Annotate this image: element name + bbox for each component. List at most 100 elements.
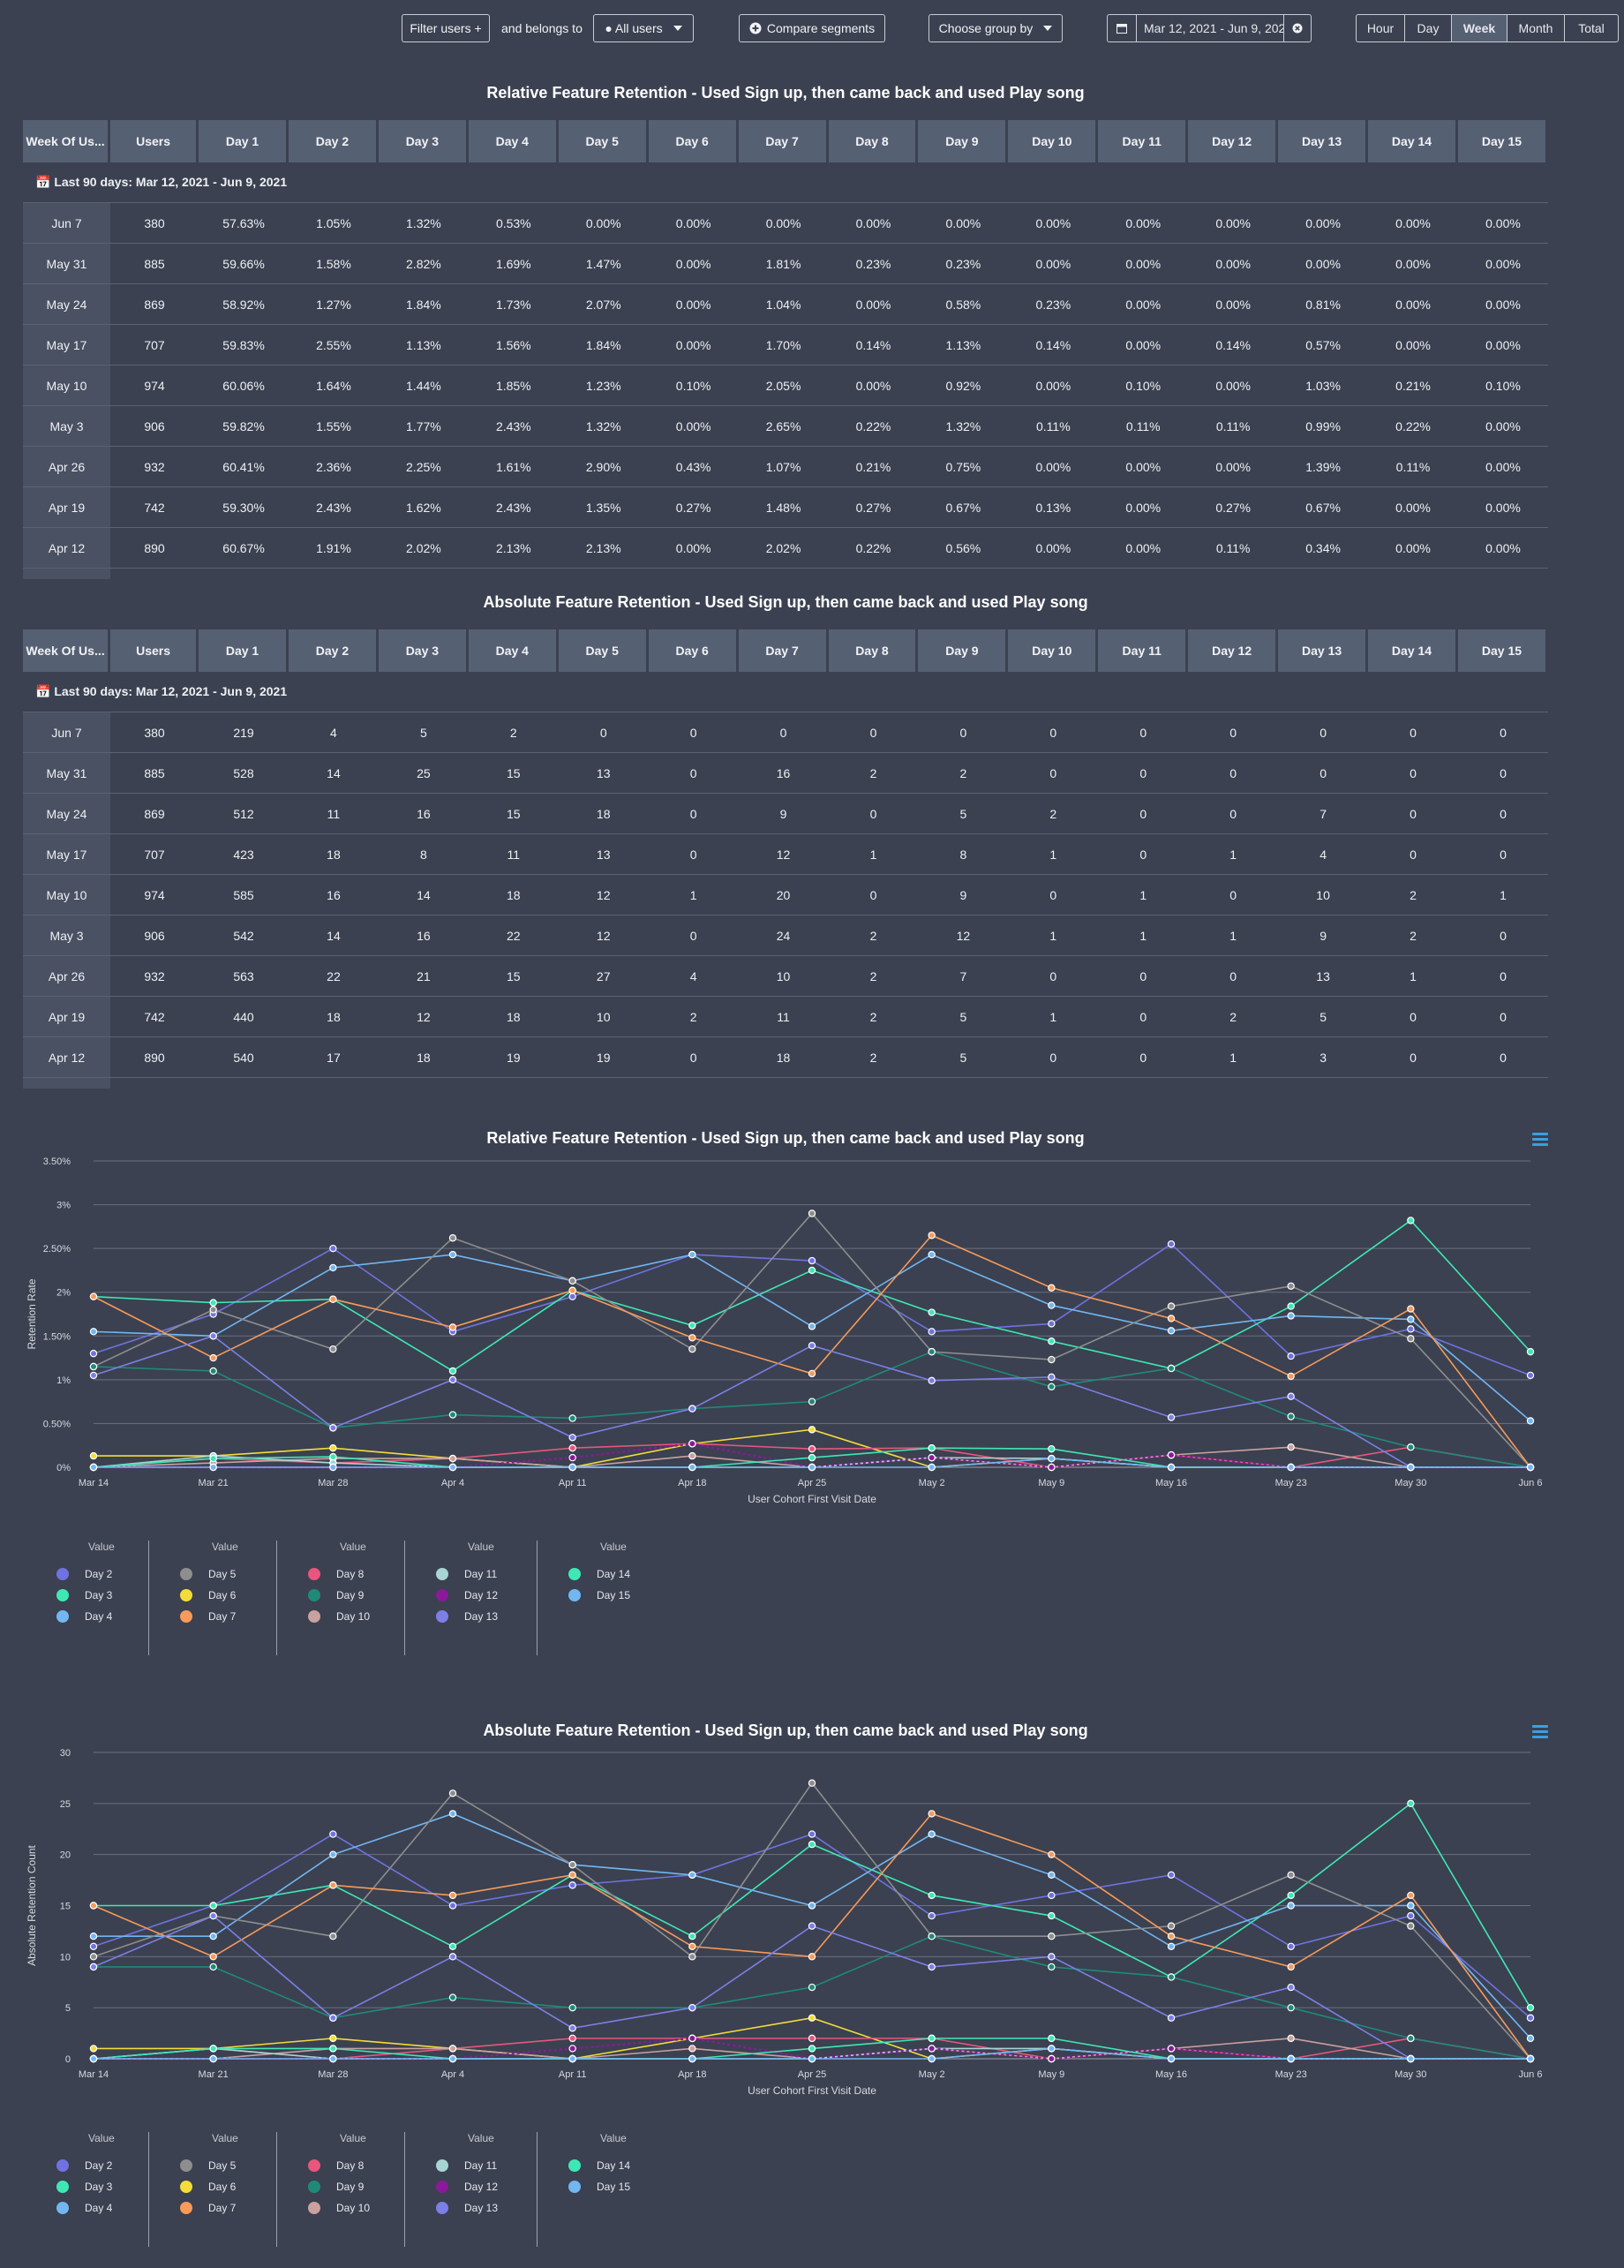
data-point[interactable] [329,1932,337,1940]
data-point[interactable] [808,2045,816,2053]
column-header[interactable]: Week Of Us... [23,629,111,672]
data-point[interactable] [1287,1463,1295,1472]
data-point[interactable] [448,1323,457,1331]
data-point[interactable] [1407,1315,1415,1323]
column-header[interactable]: Day 9 [918,120,1009,162]
data-point[interactable] [1167,1364,1176,1373]
legend-item[interactable]: Day 7 [180,2201,236,2215]
data-point[interactable] [688,1345,696,1353]
data-point[interactable] [209,1953,217,1961]
data-point[interactable] [568,1277,576,1285]
data-point[interactable] [1407,1902,1415,1910]
data-point[interactable] [808,1453,816,1462]
data-point[interactable] [448,1891,457,1900]
data-point[interactable] [209,1367,217,1375]
data-point[interactable] [1287,1871,1295,1879]
legend-item[interactable]: Day 3 [56,2180,112,2194]
period-week-button[interactable]: Week [1452,15,1507,41]
legend-item[interactable]: Day 10 [308,2201,370,2215]
data-point[interactable] [1048,1373,1056,1382]
data-point[interactable] [448,1250,457,1259]
data-point[interactable] [209,1902,217,1910]
data-point[interactable] [1526,2003,1535,2012]
data-point[interactable] [209,1332,217,1340]
data-point[interactable] [1287,1282,1295,1290]
data-point[interactable] [1287,1372,1295,1381]
data-point[interactable] [1167,2014,1176,2022]
data-point[interactable] [1167,1973,1176,1981]
legend-item[interactable]: Day 2 [56,2159,112,2173]
data-point[interactable] [1048,2045,1056,2053]
data-point[interactable] [1048,1891,1056,1900]
data-point[interactable] [1048,2034,1056,2043]
data-point[interactable] [568,1463,576,1472]
chart-menu-icon[interactable] [1532,1133,1548,1147]
data-point[interactable] [1167,1942,1176,1950]
column-header[interactable]: Day 13 [1278,629,1369,672]
data-point[interactable] [688,1322,696,1330]
data-point[interactable] [1287,2054,1295,2063]
column-header[interactable]: Day 9 [918,629,1009,672]
period-total-button[interactable]: Total [1578,21,1605,35]
data-point[interactable] [688,1451,696,1460]
series-line-day-7[interactable] [93,1812,1531,2060]
data-point[interactable] [1167,1463,1176,1472]
data-point[interactable] [808,1444,816,1453]
data-point[interactable] [448,1375,457,1384]
data-point[interactable] [89,1463,98,1472]
column-header[interactable]: Day 1 [199,120,289,162]
data-point[interactable] [448,2054,457,2063]
data-point[interactable] [568,2003,576,2012]
data-point[interactable] [928,2034,936,2043]
data-point[interactable] [1407,1325,1415,1333]
data-point[interactable] [1048,1383,1056,1390]
data-point[interactable] [568,2024,576,2032]
column-header[interactable]: Day 12 [1188,629,1279,672]
data-point[interactable] [1407,1799,1415,1808]
column-header[interactable]: Day 15 [1457,120,1548,162]
data-point[interactable] [1407,2054,1415,2063]
data-point[interactable] [1048,1911,1056,1920]
data-point[interactable] [1407,1891,1415,1900]
data-point[interactable] [448,1902,457,1910]
data-point[interactable] [448,1463,457,1472]
data-point[interactable] [1167,1922,1176,1930]
data-point[interactable] [329,1881,337,1889]
data-point[interactable] [1048,1301,1056,1309]
data-point[interactable] [89,2054,98,2063]
column-header[interactable]: Day 6 [648,629,739,672]
data-point[interactable] [1048,1871,1056,1879]
data-point[interactable] [808,1266,816,1275]
data-point[interactable] [209,2045,217,2053]
column-header[interactable]: Users [110,120,199,162]
calendar-icon[interactable] [1108,15,1137,41]
data-point[interactable] [209,1306,217,1314]
legend-item[interactable]: Day 12 [436,2180,498,2194]
data-point[interactable] [448,1411,457,1419]
data-point[interactable] [1167,1932,1176,1940]
legend-item[interactable]: Day 11 [436,2159,497,2173]
data-point[interactable] [568,1443,576,1452]
data-point[interactable] [1526,2034,1535,2043]
column-header[interactable]: Day 11 [1098,629,1189,672]
data-point[interactable] [568,1871,576,1879]
data-point[interactable] [808,1256,816,1265]
data-point[interactable] [1048,2054,1056,2063]
column-header[interactable]: Day 10 [1008,120,1099,162]
legend-item[interactable]: Day 4 [56,2201,112,2215]
period-month-button[interactable]: Month [1507,15,1565,41]
data-point[interactable] [928,1443,936,1452]
data-point[interactable] [808,2054,816,2063]
data-point[interactable] [1287,1902,1295,1910]
date-range-picker[interactable]: Mar 12, 2021 - Jun 9, 2021 [1107,14,1312,42]
column-header[interactable]: Day 14 [1368,629,1458,672]
data-point[interactable] [1287,1891,1295,1900]
data-point[interactable] [1407,1335,1415,1343]
data-point[interactable] [1167,2045,1176,2053]
legend-item[interactable]: Day 8 [308,2159,364,2173]
data-point[interactable] [448,1810,457,1818]
data-point[interactable] [688,2003,696,2012]
data-point[interactable] [1048,1454,1056,1463]
data-point[interactable] [209,1932,217,1940]
data-point[interactable] [808,1322,816,1330]
